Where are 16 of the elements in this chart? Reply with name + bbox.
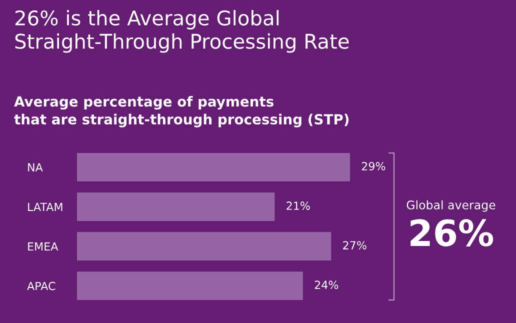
bar <box>77 232 332 261</box>
y-tick-label: EMEA <box>28 242 58 250</box>
bar <box>77 272 303 300</box>
data-label: 29% <box>362 162 386 170</box>
chart-subtitle: Average percentage of payments that are straight-through processing (STP) <box>14 96 349 128</box>
y-tick-label: NA <box>28 163 43 172</box>
chart-title: 26% is the Average Global Straight-Through Processing Rate <box>15 10 349 53</box>
data-label: 24% <box>314 280 338 290</box>
text: 26% <box>410 219 494 246</box>
bar <box>77 192 275 221</box>
text: Global average <box>406 200 496 212</box>
y-tick-label: APAC <box>27 282 56 290</box>
y-tick-label: LATAM <box>28 202 62 211</box>
data-label: 21% <box>286 202 310 210</box>
bar <box>77 152 350 182</box>
data-label: 27% <box>343 241 366 250</box>
